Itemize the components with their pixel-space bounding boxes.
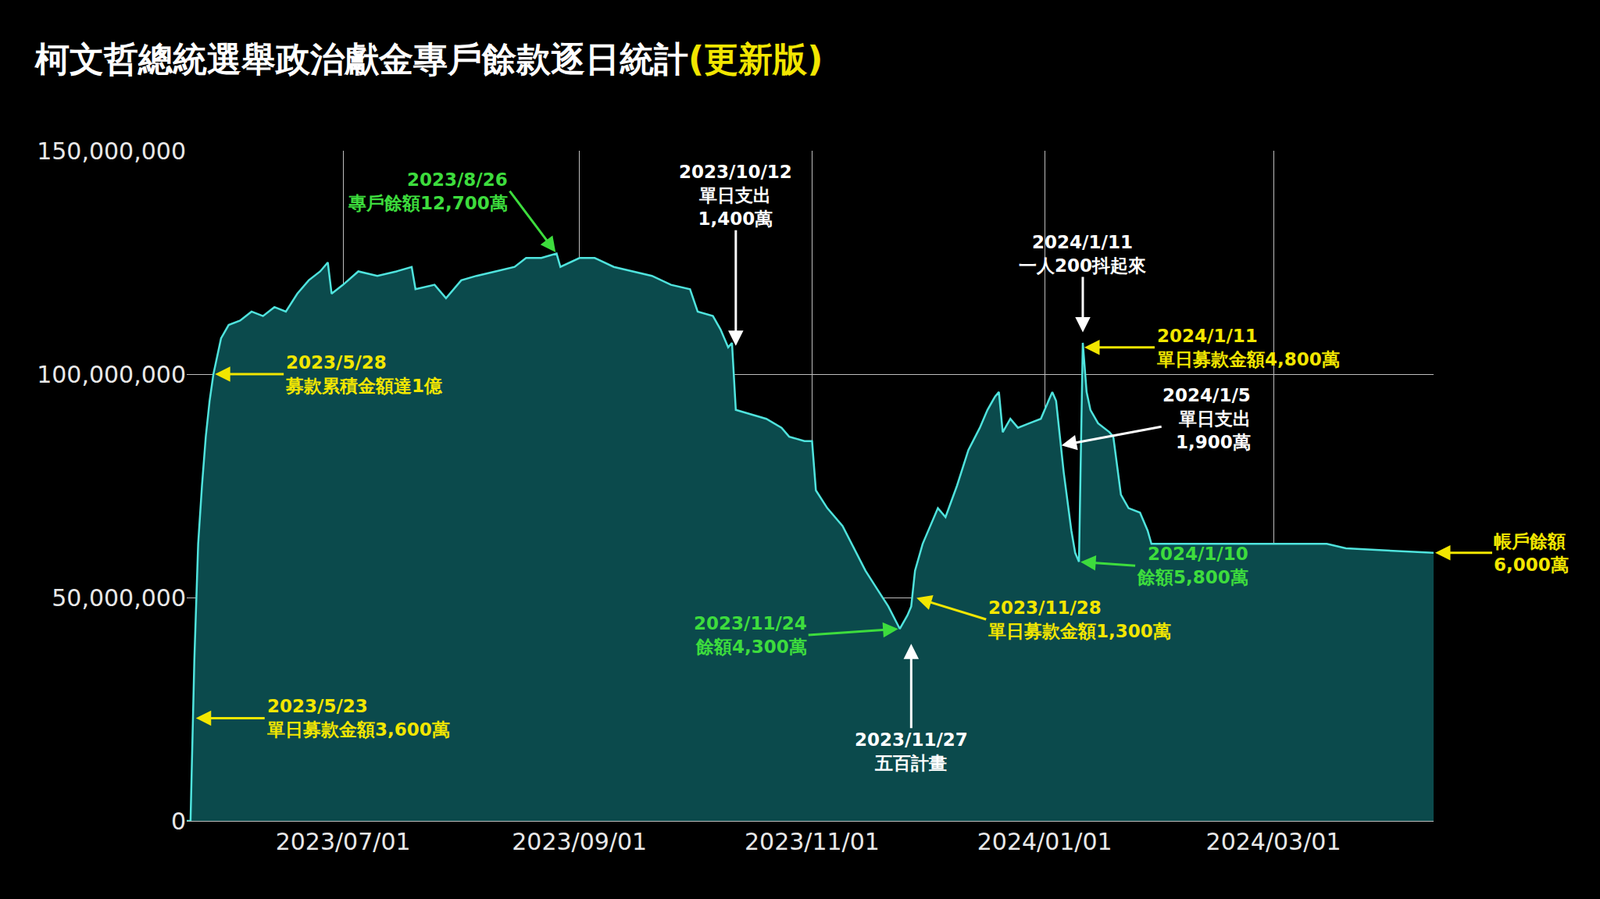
svg-text:2023/11/27五百計畫: 2023/11/27五百計畫: [854, 729, 968, 774]
svg-text:0: 0: [171, 807, 186, 836]
svg-text:2023/8/26專戶餘額12,700萬: 2023/8/26專戶餘額12,700萬: [347, 169, 508, 214]
svg-text:100,000,000: 100,000,000: [36, 360, 186, 389]
svg-text:2023/11/24餘額4,300萬: 2023/11/24餘額4,300萬: [693, 613, 808, 658]
svg-text:50,000,000: 50,000,000: [51, 584, 186, 612]
svg-text:2023/11/01: 2023/11/01: [744, 828, 880, 856]
svg-text:2024/03/01: 2024/03/01: [1206, 828, 1342, 856]
svg-text:150,000,000: 150,000,000: [36, 137, 186, 165]
svg-text:2024/01/01: 2024/01/01: [977, 828, 1113, 856]
svg-text:2024/1/11一人200抖起來: 2024/1/11一人200抖起來: [1018, 232, 1147, 276]
svg-text:2023/11/28單日募款金額1,300萬: 2023/11/28單日募款金額1,300萬: [987, 597, 1172, 642]
svg-text:2023/5/23單日募款金額3,600萬: 2023/5/23單日募款金額3,600萬: [266, 696, 450, 740]
svg-text:2023/10/12單日支出1,400萬: 2023/10/12單日支出1,400萬: [678, 161, 793, 229]
svg-text:2023/07/01: 2023/07/01: [275, 828, 411, 856]
svg-text:柯文哲總統選舉政治獻金專戶餘款逐日統計(更新版): 柯文哲總統選舉政治獻金專戶餘款逐日統計(更新版): [34, 39, 823, 79]
svg-text:2024/1/11單日募款金額4,800萬: 2024/1/11單日募款金額4,800萬: [1156, 325, 1340, 370]
svg-text:2023/5/28募款累積金額達1億: 2023/5/28募款累積金額達1億: [285, 352, 443, 397]
svg-text:2023/09/01: 2023/09/01: [511, 828, 647, 856]
svg-text:2024/1/10餘額5,800萬: 2024/1/10餘額5,800萬: [1136, 543, 1249, 588]
svg-text:帳戶餘額6,000萬: 帳戶餘額6,000萬: [1493, 531, 1569, 575]
svg-text:2024/1/5單日支出1,900萬: 2024/1/5單日支出1,900萬: [1162, 385, 1251, 453]
